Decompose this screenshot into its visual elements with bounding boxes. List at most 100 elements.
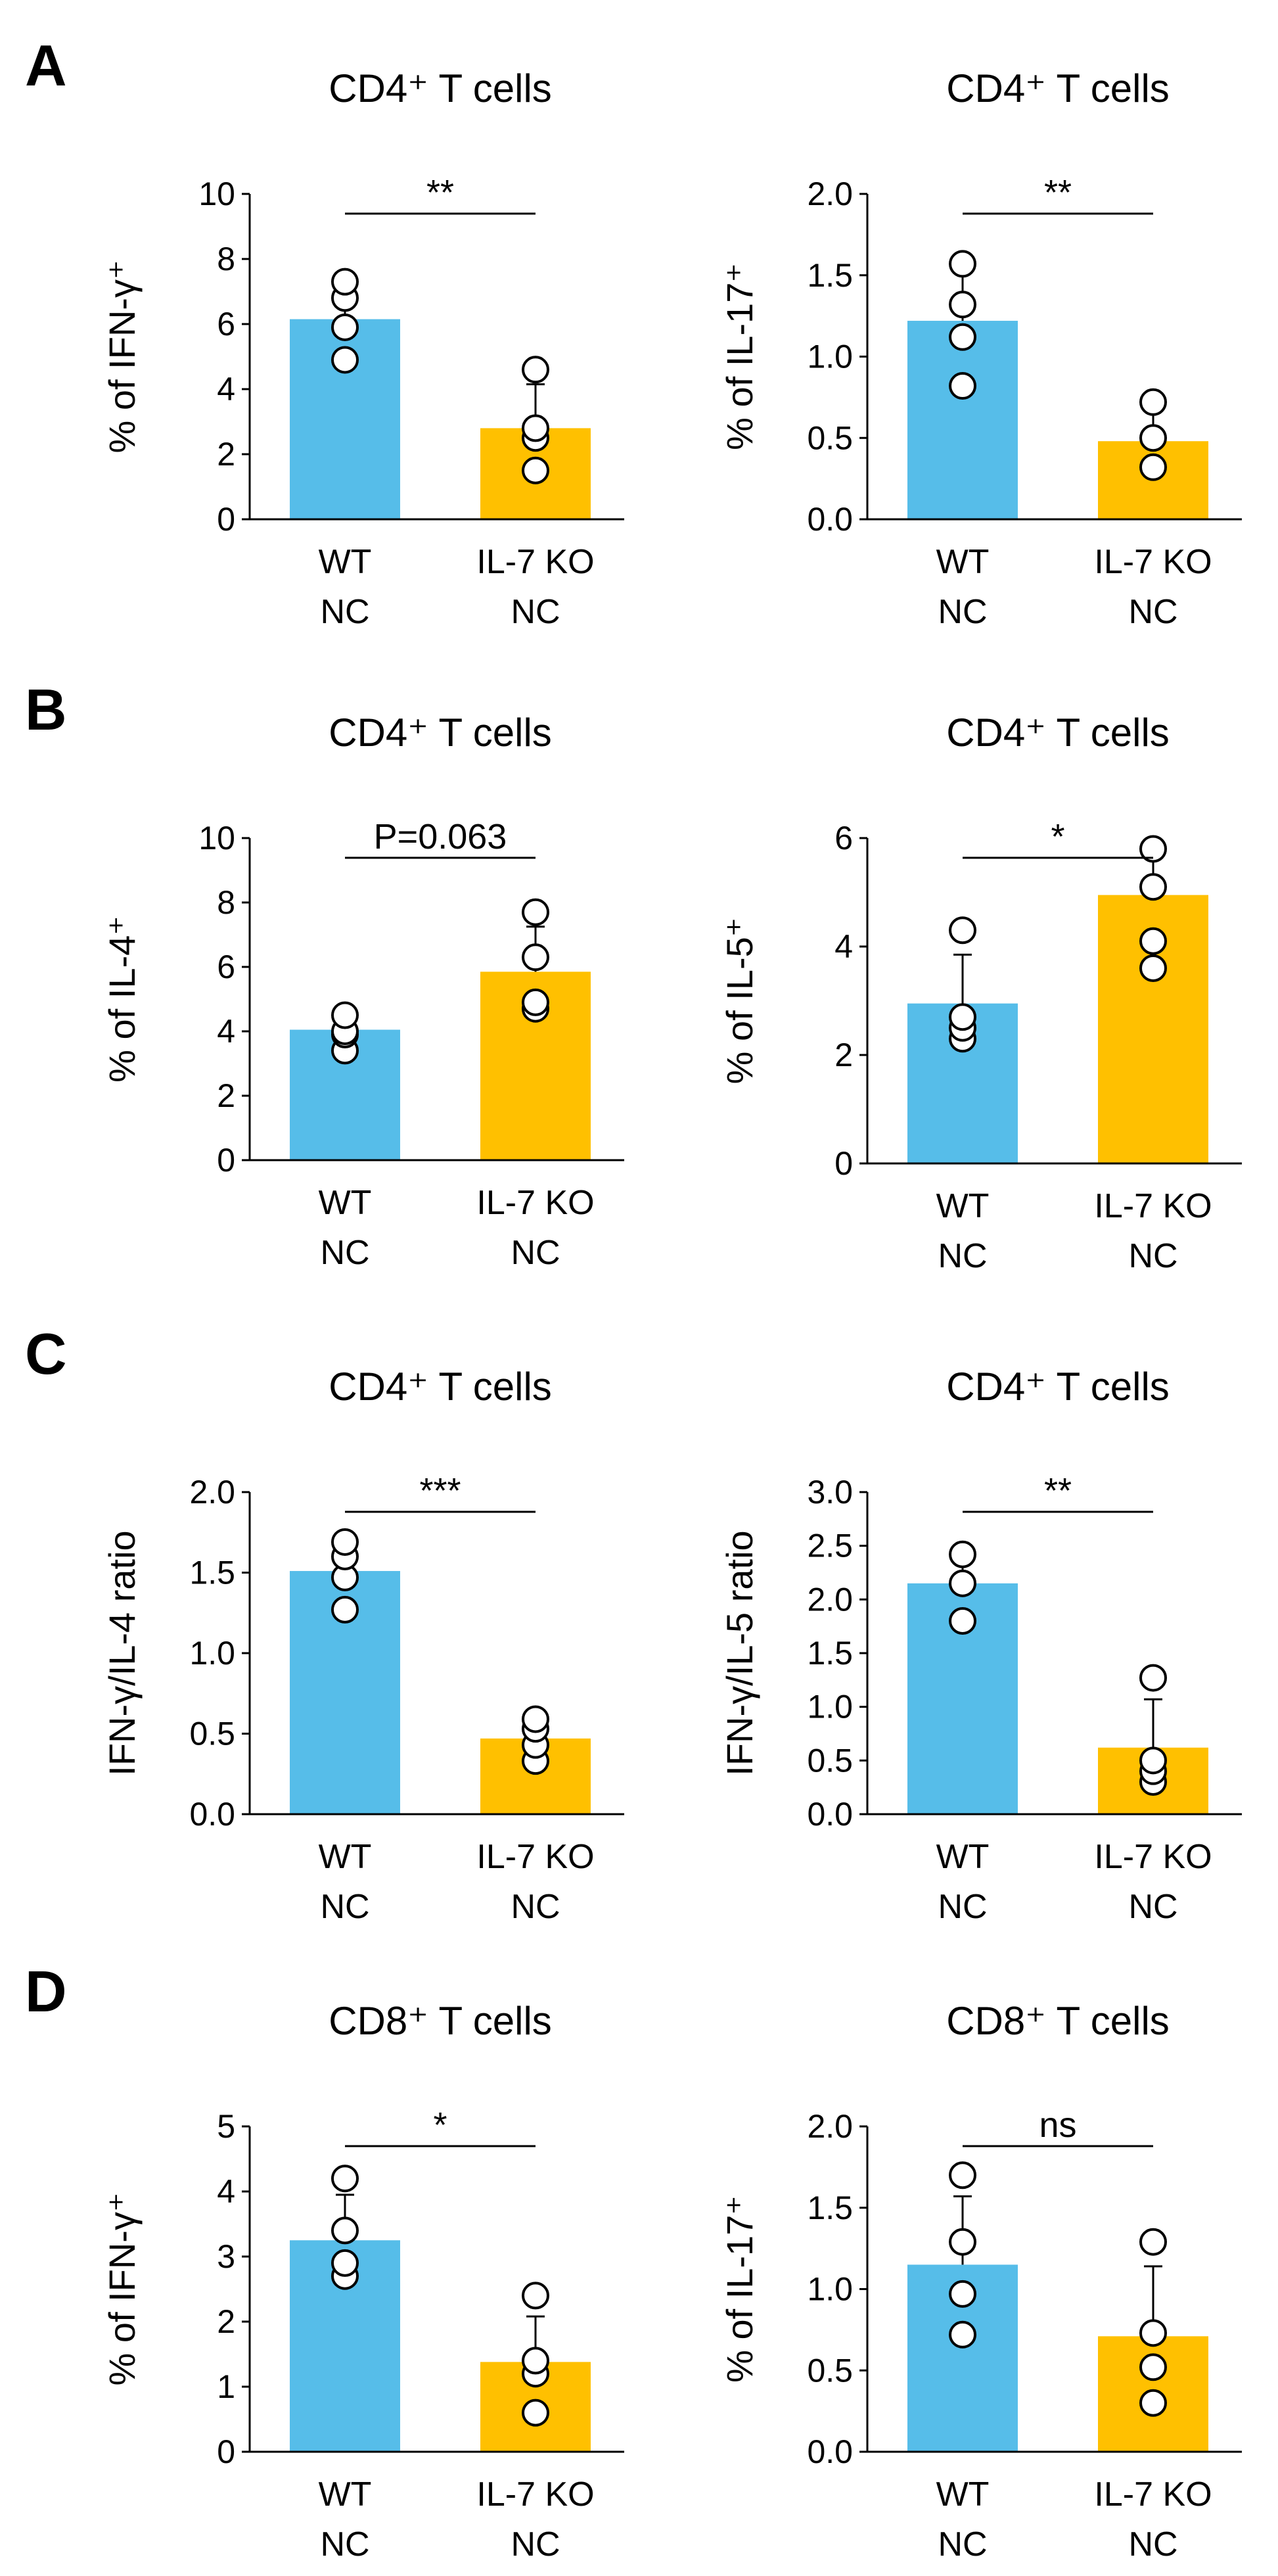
data-point [1139, 873, 1167, 901]
y-axis-label: % of IL-5⁺ [719, 918, 760, 1085]
y-tick-label: 1.5 [189, 1555, 235, 1591]
category-label: WT [319, 2475, 372, 2514]
chart-title: CD8⁺ T cells [329, 1999, 552, 2043]
y-tick-label: 0.5 [807, 419, 853, 456]
y-tick-label: 2.0 [807, 176, 853, 212]
y-tick-label: 0.0 [807, 2433, 853, 2470]
data-point [522, 988, 549, 1016]
y-tick-label: 1.0 [807, 2271, 853, 2308]
panel-label: C [25, 1321, 67, 1386]
data-point [522, 898, 549, 926]
data-point [949, 291, 976, 319]
category-label: NC [1128, 1888, 1177, 1926]
significance-label: ns [1039, 2105, 1076, 2145]
category-label: NC [320, 593, 369, 631]
category-label: WT [319, 1184, 372, 1222]
y-tick-label: 2 [217, 1077, 235, 1114]
chart-title: CD4⁺ T cells [329, 711, 552, 755]
data-point [331, 2216, 359, 2245]
data-point [949, 250, 976, 278]
data-point [522, 2399, 549, 2427]
y-tick-label: 0.5 [189, 1716, 235, 1752]
y-tick-label: 0.0 [807, 1796, 853, 1833]
data-point [949, 2228, 976, 2256]
data-point [522, 356, 549, 384]
category-label: IL-7 KO [476, 1838, 594, 1876]
category-label: NC [1128, 2525, 1177, 2564]
category-label: NC [511, 1888, 560, 1926]
data-point [1139, 388, 1167, 416]
data-point [331, 1001, 359, 1029]
data-point [1139, 453, 1167, 481]
chart-title: CD4⁺ T cells [946, 711, 1170, 755]
category-label: WT [936, 1838, 990, 1876]
data-point [1139, 2319, 1167, 2347]
y-tick-label: 3 [217, 2238, 235, 2275]
y-tick-label: 1.5 [807, 2190, 853, 2226]
y-tick-label: 2.0 [189, 1474, 235, 1510]
category-label: IL-7 KO [476, 543, 594, 581]
category-label: NC [511, 593, 560, 631]
y-tick-label: 0.5 [807, 1742, 853, 1779]
chart-5: CD4⁺ T cells 0.0 0.5 1.0 1.5 2.0 2.5 3.0 IFN-γ/I… [719, 1365, 1242, 1926]
y-tick-label: 0 [217, 2433, 235, 2470]
category-label: IL-7 KO [1094, 543, 1212, 581]
data-point [331, 1595, 359, 1624]
category-label: NC [320, 1888, 369, 1926]
category-label: IL-7 KO [476, 1184, 594, 1222]
y-tick-label: 1.5 [807, 257, 853, 294]
y-tick-label: 1.0 [807, 339, 853, 375]
y-tick-label: 0.0 [807, 501, 853, 538]
category-label: NC [1128, 593, 1177, 631]
chart-title: CD4⁺ T cells [946, 1365, 1170, 1409]
y-axis-label: % of IFN-γ⁺ [101, 260, 143, 453]
category-label: WT [319, 1838, 372, 1876]
data-point [949, 2320, 976, 2349]
chart-7: CD8⁺ T cells 0.0 0.5 1.0 1.5 2.0 % of IL-17⁺ WT… [719, 1999, 1242, 2564]
significance-label: *** [419, 1471, 461, 1510]
data-point [949, 1607, 976, 1635]
significance-label: ** [1044, 173, 1072, 212]
significance-label: * [433, 2105, 447, 2145]
data-point [1139, 2353, 1167, 2381]
data-point [522, 414, 549, 442]
data-point [949, 916, 976, 945]
category-label: NC [511, 2525, 560, 2564]
data-point [1139, 927, 1167, 955]
y-tick-label: 8 [217, 241, 235, 277]
category-label: NC [511, 1234, 560, 1272]
data-point [949, 323, 976, 351]
chart-title: CD4⁺ T cells [329, 1365, 552, 1409]
y-tick-label: 6 [834, 820, 853, 856]
category-label: NC [320, 2525, 369, 2564]
y-axis-label: % of IFN-γ⁺ [101, 2192, 143, 2385]
significance-label: ** [426, 173, 454, 212]
data-point [522, 2347, 549, 2375]
y-tick-label: 4 [217, 1013, 235, 1050]
data-point [1139, 835, 1167, 863]
data-point [331, 2249, 359, 2277]
y-tick-label: 2.0 [807, 2108, 853, 2145]
category-label: NC [938, 593, 987, 631]
chart-6: CD8⁺ T cells 0 1 2 3 4 5 % of IFN-γ⁺ WT NC IL-7 KO… [101, 1999, 624, 2564]
data-point [949, 1540, 976, 1568]
data-point [949, 1569, 976, 1597]
chart-title: CD4⁺ T cells [946, 66, 1170, 110]
category-label: IL-7 KO [476, 2475, 594, 2514]
category-label: NC [938, 1237, 987, 1275]
chart-title: CD8⁺ T cells [946, 1999, 1170, 2043]
data-point [331, 2165, 359, 2193]
category-label: NC [1128, 1237, 1177, 1275]
category-label: IL-7 KO [1094, 2475, 1212, 2514]
y-tick-label: 1.5 [807, 1635, 853, 1672]
data-point [1139, 2389, 1167, 2417]
data-point [331, 313, 359, 341]
y-tick-label: 2 [217, 436, 235, 473]
y-tick-label: 4 [217, 371, 235, 408]
y-tick-label: 1.0 [189, 1635, 235, 1672]
category-label: NC [320, 1234, 369, 1272]
y-tick-label: 1.0 [807, 1689, 853, 1725]
data-point [522, 456, 549, 484]
y-tick-label: 3.0 [807, 1474, 853, 1510]
